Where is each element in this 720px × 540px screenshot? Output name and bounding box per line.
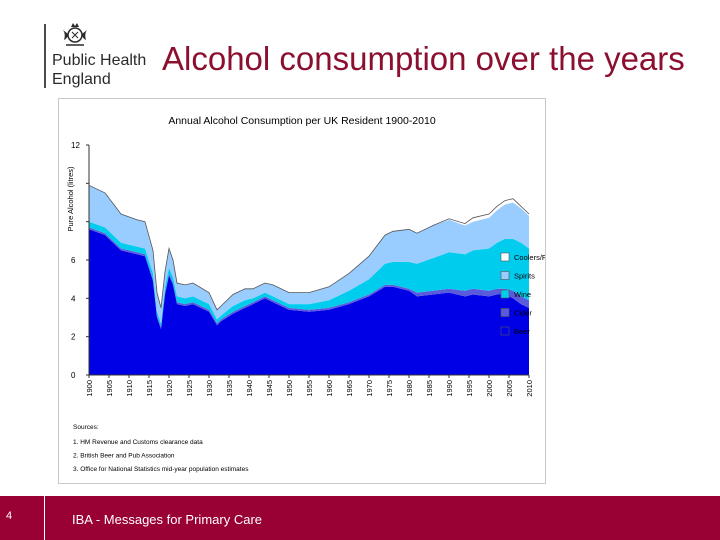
- x-tick-label: 2000: [485, 380, 494, 397]
- y-tick-label: 4: [71, 294, 76, 303]
- x-tick-label: 1970: [365, 380, 374, 397]
- x-tick-label: 1925: [185, 380, 194, 397]
- logo-line-2: England: [52, 71, 111, 88]
- x-tick-label: 1955: [305, 380, 314, 397]
- legend-swatch-cider: [500, 308, 510, 317]
- chart-title: Annual Alcohol Consumption per UK Reside…: [168, 115, 436, 127]
- x-tick-label: 1980: [405, 380, 414, 397]
- x-tick-label: 1960: [325, 380, 334, 397]
- footer-bar: 4 IBA - Messages for Primary Care: [0, 496, 720, 540]
- source-item: 3. Office for National Statistics mid-ye…: [73, 466, 249, 473]
- x-tick-label: 1985: [425, 380, 434, 397]
- legend-label: Cider: [514, 309, 532, 318]
- x-tick-label: 1945: [265, 380, 274, 397]
- x-tick-label: 1975: [385, 380, 394, 397]
- source-item: 2. British Beer and Pub Association: [73, 453, 175, 460]
- x-tick-label: 1965: [345, 380, 354, 397]
- y-tick-label: 0: [71, 371, 76, 380]
- logo-divider: [44, 24, 46, 88]
- footer-caption: IBA - Messages for Primary Care: [72, 512, 262, 527]
- y-tick-label: 2: [71, 333, 76, 342]
- x-tick-label: 1950: [285, 380, 294, 397]
- total-outline: [88, 184, 530, 311]
- source-item: 1. HM Revenue and Customs clearance data: [73, 439, 203, 446]
- x-tick-label: 1915: [145, 380, 154, 397]
- legend-swatch-wine: [500, 289, 510, 299]
- legend-label: Spirits: [514, 272, 535, 281]
- x-tick-label: 1900: [85, 380, 94, 397]
- legend-label: Coolers/FABs: [514, 253, 545, 262]
- y-axis-label: Pure Alcohol (litres): [66, 166, 75, 232]
- chart-frame: Annual Alcohol Consumption per UK Reside…: [58, 98, 546, 484]
- legend-label: Beer: [514, 327, 530, 336]
- page-number: 4: [6, 510, 13, 522]
- x-tick-label: 1905: [105, 380, 114, 397]
- x-tick-label: 1935: [225, 380, 234, 397]
- logo-line-1: Public Health: [52, 52, 147, 69]
- area-spirits: [89, 185, 529, 324]
- legend-swatch-spirits: [500, 271, 510, 280]
- x-tick-label: 1920: [165, 380, 174, 397]
- x-tick-label: 1990: [445, 380, 454, 397]
- x-tick-label: 2010: [525, 380, 534, 397]
- royal-crest-icon: [63, 23, 87, 46]
- consumption-chart: Annual Alcohol Consumption per UK Reside…: [66, 115, 545, 473]
- slide-title: Alcohol consumption over the years: [162, 40, 685, 77]
- footer-divider: [44, 496, 45, 540]
- x-tick-label: 1995: [465, 380, 474, 397]
- x-tick-label: 2005: [505, 380, 514, 397]
- x-tick-label: 1930: [205, 380, 214, 397]
- logo-wordmark: Public Health England: [52, 51, 146, 89]
- phe-logo: Public Health England: [44, 20, 154, 92]
- legend-label: Wine: [514, 290, 531, 299]
- x-tick-label: 1940: [245, 380, 254, 397]
- legend-swatch-coolers-fabs: [500, 252, 510, 262]
- legend-swatch-beer: [500, 326, 510, 336]
- y-tick-label: 12: [71, 141, 80, 150]
- x-tick-label: 1910: [125, 380, 134, 397]
- area-wine: [89, 221, 529, 328]
- area-beer: [89, 229, 529, 375]
- y-tick-label: 6: [71, 256, 76, 265]
- sources-heading: Sources:: [73, 424, 99, 431]
